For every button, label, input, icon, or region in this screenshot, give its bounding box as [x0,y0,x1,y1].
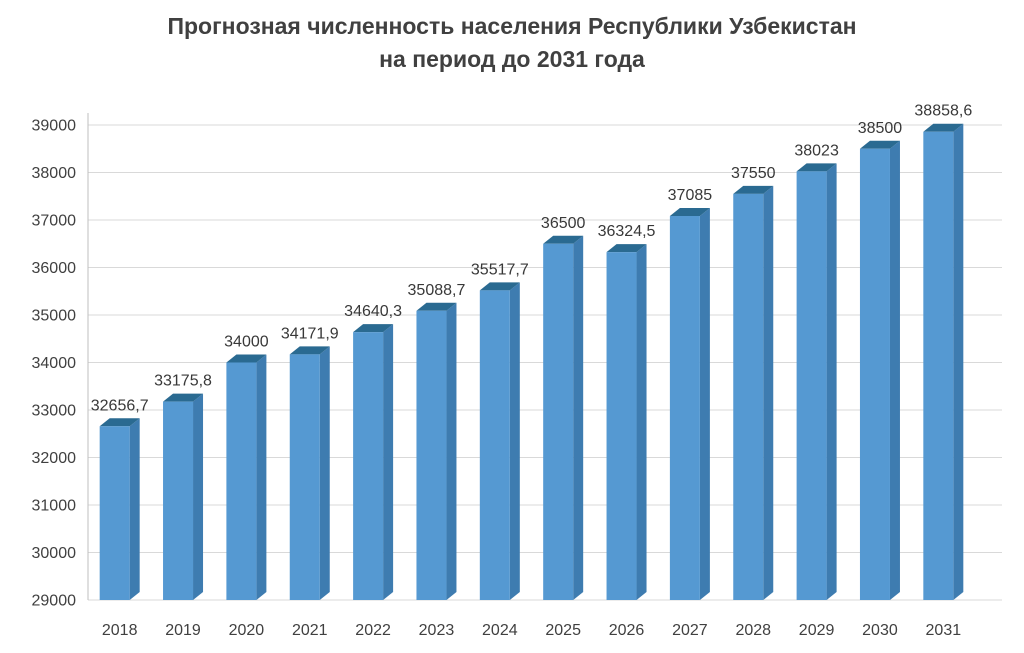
x-tick-label: 2031 [926,622,962,639]
x-tick-label: 2025 [545,622,581,639]
bar [163,401,194,600]
bar-value-label: 34000 [224,334,269,351]
bar [479,290,510,600]
bar-side-face [889,140,900,600]
bar-side-face [256,354,267,600]
x-tick-label: 2030 [862,622,898,639]
bar-top-face [733,185,774,194]
bar [923,131,954,600]
bar-value-label: 34640,3 [344,303,402,320]
y-tick-label: 29000 [32,593,77,610]
bar-side-face [193,393,204,600]
bar [669,215,700,600]
bar-side-face [636,244,647,600]
bar-value-label: 37085 [668,187,713,204]
bar-side-face [446,302,457,600]
y-tick-label: 39000 [32,118,77,135]
bar [796,171,827,600]
x-tick-label: 2029 [799,622,835,639]
bar-top-face [859,140,900,149]
bar-top-face [543,235,584,244]
y-tick-label: 38000 [32,165,77,182]
bar [289,354,320,600]
bar-top-face [289,346,330,355]
y-tick-label: 32000 [32,450,77,467]
y-tick-label: 37000 [32,213,77,230]
bar-side-face [826,163,837,600]
bar-side-face [509,282,520,600]
chart-plot-area: 29000 30000 31000 32000 33000 34000 35000 36000… [32,103,1002,639]
bar-value-label: 36500 [541,215,586,232]
bar-top-face [99,418,140,427]
bar-value-label: 35517,7 [471,261,529,278]
bar-value-label: 34171,9 [281,325,339,342]
chart-title-line1: Прогнозная численность населения Республ… [167,13,857,39]
bar-side-face [953,123,964,601]
bar-top-face [226,354,267,363]
x-tick-label: 2022 [355,622,391,639]
chart-title: Прогнозная численность населения Республ… [0,10,1024,76]
x-tick-label: 2021 [292,622,328,639]
bar-top-face [353,324,394,333]
y-tick-label: 34000 [32,355,77,372]
bar-top-face [796,163,837,172]
bar [543,243,574,600]
bar [416,310,447,600]
y-tick-label: 31000 [32,498,77,515]
x-tick-label: 2024 [482,622,518,639]
x-tick-label: 2020 [229,622,265,639]
bar-side-face [383,324,394,600]
bar-side-face [699,207,710,600]
bar-top-face [416,302,457,311]
bar-value-label: 35088,7 [408,282,466,299]
bar-top-face [163,393,204,402]
bar [99,426,130,600]
y-tick-label: 35000 [32,308,77,325]
bar-top-face [923,123,964,132]
bar-side-face [129,418,140,600]
bar [606,252,637,600]
bar-value-label: 37550 [731,165,776,182]
x-tick-label: 2026 [609,622,645,639]
y-tick-label: 33000 [32,403,77,420]
bar-value-label: 38023 [794,142,839,159]
bar-value-label: 33175,8 [154,373,212,390]
x-tick-label: 2028 [735,622,771,639]
bar-top-face [606,244,647,253]
bar-value-label: 36324,5 [598,223,656,240]
bar-value-label: 38500 [858,120,903,137]
bar [353,332,384,600]
bar-value-label: 32656,7 [91,397,149,414]
bar-top-face [479,282,520,291]
bar [226,362,257,600]
x-tick-label: 2027 [672,622,708,639]
x-tick-label: 2023 [419,622,455,639]
bar [859,148,890,600]
x-tick-label: 2019 [165,622,201,639]
bar-side-face [573,235,584,600]
x-tick-label: 2018 [102,622,138,639]
bar-side-face [319,346,330,600]
y-tick-label: 30000 [32,545,77,562]
chart-title-line2: на период до 2031 года [379,46,645,72]
bar-top-face [669,207,710,216]
y-tick-label: 36000 [32,260,77,277]
bar-value-label: 38858,6 [914,103,972,120]
bar-side-face [763,185,774,600]
bar [733,193,764,600]
